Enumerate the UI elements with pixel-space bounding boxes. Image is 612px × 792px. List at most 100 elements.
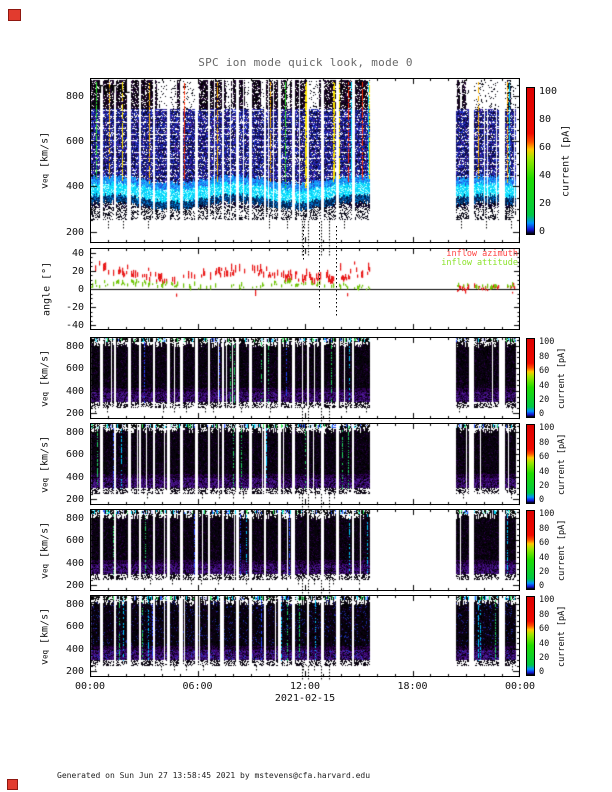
y-tick-label: 400 [65, 643, 84, 655]
y-axis-label-units: [km/s] [39, 435, 51, 478]
plot-title: SPC ion mode quick look, mode 0 [198, 56, 413, 69]
colorbar-tick-label: 100 [539, 423, 555, 434]
colorbar-tick-label: 100 [539, 337, 555, 348]
colorbar-tick-label: 60 [539, 624, 550, 635]
legend-inflow-attitude: inflow attitude [441, 257, 518, 268]
y-tick-label: 600 [65, 621, 84, 633]
y-tick-label: 800 [65, 598, 84, 610]
colorbar-tick-label: 60 [539, 366, 550, 377]
colorbar-tick-label: 0 [539, 225, 546, 237]
colorbar-tick-label: 20 [539, 480, 550, 491]
dropout-dotted-line [319, 222, 320, 308]
colorbar-gradient [526, 338, 535, 418]
y-axis-label-veq: v eq [km/s] [38, 509, 52, 591]
colorbar-tick-label: 20 [539, 197, 552, 209]
colorbar-tick-label: 60 [539, 538, 550, 549]
colorbar-axis-label: current [pA] [560, 124, 572, 198]
y-tick-label: 800 [65, 512, 84, 524]
x-tick-label: 00:00 [504, 681, 536, 692]
colorbar-tick-label: 40 [539, 169, 552, 181]
colorbar-tick-label: 60 [539, 141, 552, 153]
panel-border [90, 248, 520, 330]
annotation-artifact-bottom-left [7, 779, 18, 790]
y-axis-label-v: v [39, 400, 51, 407]
y-tick-label: 600 [65, 449, 84, 461]
colorbar-tick-label: 0 [539, 581, 545, 592]
colorbar-tick-label: 80 [539, 523, 550, 534]
y-axis-label-sub: eq [40, 563, 50, 573]
colorbar-gradient [526, 87, 535, 235]
y-tick-label: 40 [71, 247, 84, 259]
y-axis-label-units: [km/s] [39, 349, 51, 392]
spectrogram-canvas-q1 [90, 337, 520, 431]
colorbar-tick-label: 40 [539, 552, 550, 563]
colorbar-tick-label: 100 [539, 85, 558, 97]
colorbar-tick-label: 60 [539, 452, 550, 463]
y-axis-label-veq: v eq [km/s] [38, 595, 52, 677]
colorbar-tick-label: 0 [539, 495, 545, 506]
colorbar-tick-label: 20 [539, 566, 550, 577]
colorbar-tick-label: 40 [539, 466, 550, 477]
y-axis-label-v: v [39, 658, 51, 665]
y-axis-label-units: [km/s] [39, 607, 51, 650]
y-tick-label: 200 [65, 580, 84, 592]
colorbar-gradient [526, 424, 535, 504]
y-tick-label: 800 [65, 340, 84, 352]
legend-inflow-azimuth: inflow azimuth [446, 249, 518, 259]
colorbar-tick-label: 20 [539, 394, 550, 405]
y-tick-label: -40 [65, 320, 84, 332]
y-axis-label-v: v [39, 572, 51, 579]
y-tick-label: 800 [65, 91, 84, 103]
panel-border [90, 423, 520, 505]
y-tick-label: 200 [65, 226, 84, 238]
y-axis-label-sub: eq [40, 391, 50, 401]
y-tick-label: 200 [65, 666, 84, 678]
y-tick-label: 200 [65, 494, 84, 506]
y-tick-label: -20 [65, 302, 84, 314]
y-tick-label: 0 [77, 284, 84, 295]
panel-border [90, 337, 520, 419]
y-axis-label-veq: v eq [km/s] [38, 78, 52, 243]
footer: Generated on Sun Jun 27 13:58:45 2021 by… [57, 752, 370, 792]
colorbar-tick-label: 80 [539, 609, 550, 620]
colorbar-tick-label: 0 [539, 409, 545, 420]
y-axis-label-units: [km/s] [39, 131, 51, 175]
spectrogram-canvas-q4 [90, 595, 520, 682]
colorbar-tick-label: 80 [539, 437, 550, 448]
y-axis-label-veq: v eq [km/s] [38, 337, 52, 419]
spectrogram-canvas-q3 [90, 509, 520, 603]
colorbar-tick-label: 0 [539, 667, 545, 678]
footer-line-1: Generated on Sun Jun 27 13:58:45 2021 by… [57, 771, 371, 780]
y-axis-label-v: v [39, 183, 51, 190]
y-tick-label: 600 [65, 535, 84, 547]
colorbar-axis-label: current [pA] [557, 519, 567, 581]
y-tick-label: 20 [71, 265, 84, 277]
y-axis-label-veq: v eq [km/s] [38, 423, 52, 505]
colorbar-gradient [526, 596, 535, 676]
y-axis-label-sub: eq [40, 649, 50, 659]
colorbar-tick-label: 80 [539, 351, 550, 362]
panel-border [90, 509, 520, 591]
colorbar-tick-label: 40 [539, 380, 550, 391]
dropout-dotted-line [303, 226, 304, 262]
y-tick-label: 400 [65, 181, 84, 193]
colorbar-axis-label: current [pA] [557, 347, 567, 409]
annotation-artifact-top-left [8, 9, 21, 21]
y-axis-label-units: [km/s] [39, 521, 51, 564]
dropout-dotted-line [336, 226, 337, 316]
y-tick-label: 800 [65, 426, 84, 438]
colorbar-tick-label: 40 [539, 638, 550, 649]
colorbar-tick-label: 100 [539, 509, 555, 520]
colorbar-axis-label: current [pA] [557, 433, 567, 495]
panel-border [90, 595, 520, 677]
x-tick-label: 18:00 [397, 681, 428, 692]
y-axis-label-sub: eq [40, 174, 50, 184]
y-tick-label: 600 [65, 136, 84, 148]
y-axis-label-v: v [39, 486, 51, 493]
panel-border [90, 78, 520, 243]
colorbar-gradient [526, 510, 535, 590]
y-tick-label: 600 [65, 363, 84, 375]
x-tick-label: 06:00 [182, 681, 213, 692]
spectrogram-canvas-q2 [90, 423, 520, 517]
